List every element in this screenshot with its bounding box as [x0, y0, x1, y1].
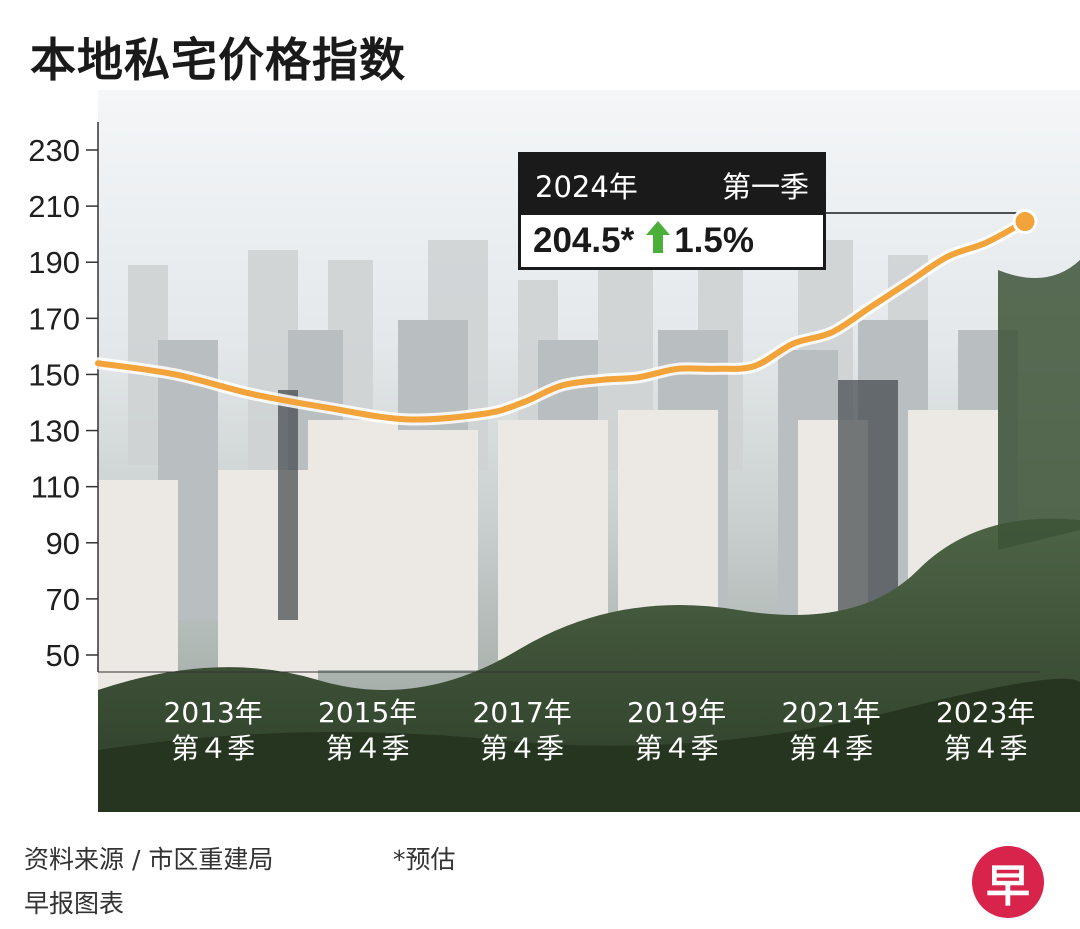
series-line — [95, 218, 1028, 423]
y-tick-label: 130 — [28, 414, 80, 449]
y-tick-label: 70 — [46, 582, 80, 617]
latest-value-callout: 2024年 第一季 204.5* 1.5% — [518, 152, 826, 270]
chart-title: 本地私宅价格指数 — [30, 33, 406, 87]
series-lines — [92, 215, 1031, 426]
y-tick-label: 150 — [28, 357, 80, 392]
x-tick-label-year: 2017年 — [473, 696, 572, 729]
y-tick-label: 190 — [28, 245, 80, 280]
y-tick-label: 170 — [28, 301, 80, 336]
x-tick-label-year: 2021年 — [782, 696, 881, 729]
logo-glyph: 早 — [986, 861, 1030, 912]
x-tick-label-quarter: 第４季 — [944, 732, 1028, 765]
x-tick-label-quarter: 第４季 — [635, 732, 719, 765]
zaobao-logo: 早 — [972, 846, 1044, 918]
arrow-up-icon — [646, 220, 671, 262]
x-tick-label-quarter: 第４季 — [326, 732, 410, 765]
source-credit: 资料来源 / 市区重建局 早报图表 — [24, 838, 273, 926]
callout-year: 2024年 — [535, 170, 638, 204]
x-tick-label-quarter: 第４季 — [480, 732, 564, 765]
y-tick-label: 210 — [28, 189, 80, 224]
x-axis-labels: 2013年第４季2015年第４季2017年第４季2019年第４季2021年第４季… — [164, 696, 1036, 765]
x-tick-label-quarter: 第４季 — [171, 732, 255, 765]
x-tick-label-quarter: 第４季 — [789, 732, 873, 765]
callout-header: 2024年 第一季 — [521, 155, 823, 215]
estimate-note: *预估 — [393, 845, 456, 874]
callout-quarter: 第一季 — [721, 170, 809, 204]
callout-body: 204.5* 1.5% — [521, 215, 823, 267]
x-tick-label-year: 2023年 — [936, 696, 1035, 729]
y-tick-label: 230 — [28, 133, 80, 168]
y-axis: 50 70 90 110 130 150 170 190 210 230 — [28, 122, 1040, 673]
latest-data-point — [1012, 209, 1038, 235]
x-tick-label-year: 2013年 — [164, 696, 263, 729]
graphic-credit: 早报图表 — [24, 889, 125, 918]
source-line: 资料来源 / 市区重建局 — [24, 845, 274, 874]
y-tick-label: 50 — [46, 638, 80, 673]
callout-value: 204.5* — [533, 221, 635, 260]
y-tick-label: 110 — [31, 470, 80, 505]
y-tick-label: 90 — [46, 526, 80, 561]
x-tick-label-year: 2015年 — [318, 696, 417, 729]
x-tick-label-year: 2019年 — [627, 696, 726, 729]
callout-change: 1.5% — [674, 221, 754, 260]
